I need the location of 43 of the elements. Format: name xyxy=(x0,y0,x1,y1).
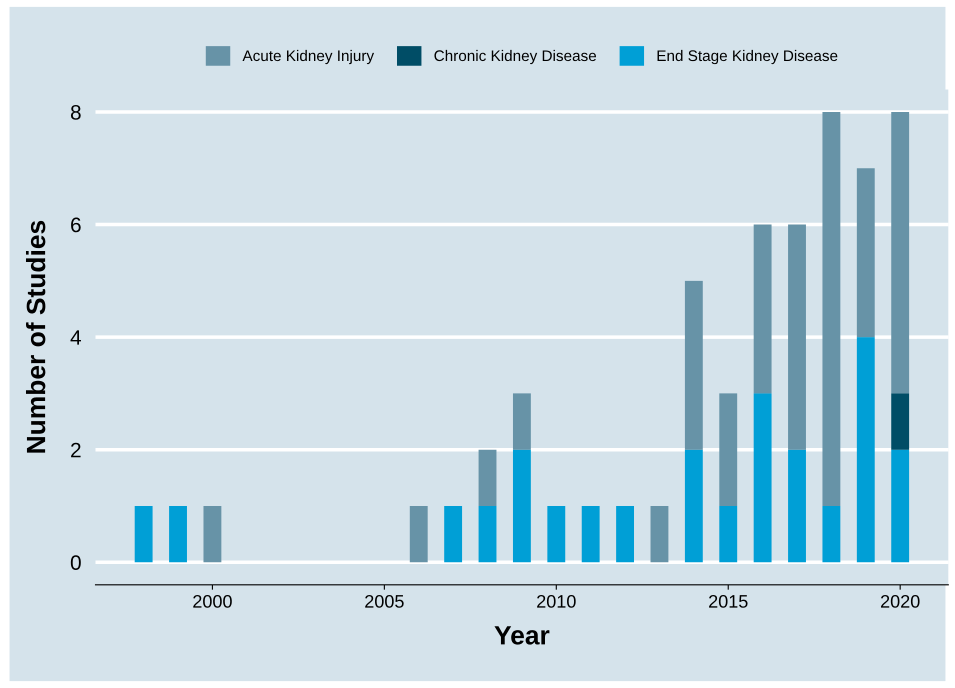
bar xyxy=(856,168,875,338)
x-tick-label: 2015 xyxy=(709,595,748,608)
bar xyxy=(684,450,703,562)
x-tick-label: 2000 xyxy=(193,595,232,608)
y-tick-label: 2 xyxy=(71,442,81,458)
bar xyxy=(134,506,153,562)
bar xyxy=(512,450,531,562)
bar xyxy=(719,506,738,562)
bar xyxy=(616,506,634,562)
bar xyxy=(582,506,600,562)
y-tick-label: 0 xyxy=(70,555,81,570)
bar xyxy=(444,506,462,562)
y-tick-label: 6 xyxy=(71,218,81,232)
legend-label: Chronic Kidney Disease xyxy=(434,50,596,64)
bar xyxy=(822,506,840,562)
bar xyxy=(650,506,668,562)
bar xyxy=(754,393,772,562)
bar xyxy=(547,506,566,562)
bar xyxy=(891,450,910,562)
bar xyxy=(203,506,222,562)
legend-label: End Stage Kidney Disease xyxy=(658,50,838,64)
y-tick-label: 8 xyxy=(70,104,81,120)
bar xyxy=(169,506,187,562)
bar xyxy=(719,393,738,506)
bar xyxy=(684,280,703,450)
x-tick-label: 2010 xyxy=(537,595,576,608)
bar xyxy=(822,112,840,506)
bar xyxy=(891,393,910,450)
bar xyxy=(856,337,875,562)
x-tick-label: 2020 xyxy=(881,595,920,608)
bar xyxy=(891,112,910,394)
bar xyxy=(410,506,428,562)
y-axis-title: Number of Studies xyxy=(26,220,46,453)
bar xyxy=(754,224,772,394)
x-axis-title: Year xyxy=(494,626,550,645)
bar xyxy=(478,506,496,562)
bar xyxy=(478,450,496,506)
bar xyxy=(788,450,806,562)
bar xyxy=(512,393,531,450)
x-tick-label: 2005 xyxy=(365,595,404,608)
bar xyxy=(788,224,806,450)
legend-label: Acute Kidney Injury xyxy=(242,50,374,64)
y-tick-label: 4 xyxy=(70,330,81,345)
